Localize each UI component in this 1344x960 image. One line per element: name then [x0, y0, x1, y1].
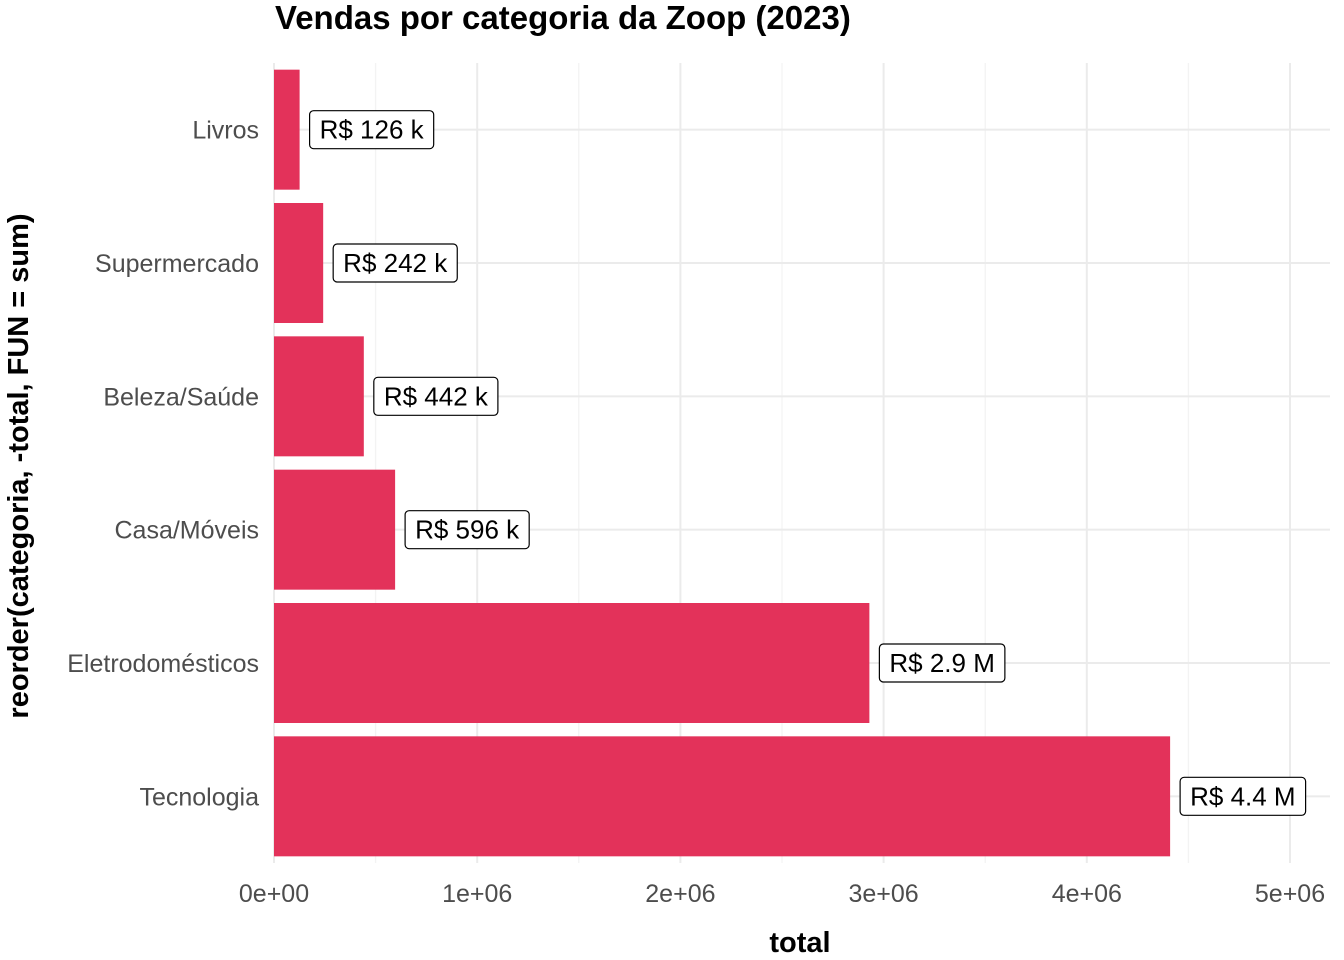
y-tick-label: Supermercado — [95, 250, 259, 278]
x-tick-label: 5e+06 — [1255, 880, 1325, 908]
x-tick-label: 0e+00 — [239, 880, 309, 908]
data-label: R$ 2.9 M — [878, 643, 1006, 683]
data-label: R$ 242 k — [332, 243, 458, 283]
data-label-box — [1179, 776, 1307, 816]
data-label-box — [878, 643, 1006, 683]
bar — [274, 336, 364, 457]
y-tick-label: Beleza/Saúde — [103, 383, 259, 411]
data-label-text: R$ 2.9 M — [889, 648, 995, 678]
x-axis-tick-labels: 0e+00 1e+06 2e+06 3e+06 4e+06 5e+06 — [239, 880, 1325, 908]
y-axis-title: reorder(categoria, -total, FUN = sum) — [3, 213, 35, 718]
chart-title: Vendas por categoria da Zoop (2023) — [275, 0, 851, 36]
y-axis-tick-labels: Livros Supermercado Beleza/Saúde Casa/Móvei… — [67, 117, 259, 812]
data-label-box — [373, 376, 499, 416]
bar — [274, 69, 300, 190]
y-tick-label: Casa/Móveis — [115, 517, 260, 545]
x-tick-label: 2e+06 — [645, 880, 715, 908]
data-label-box — [332, 243, 458, 283]
data-label: R$ 596 k — [404, 510, 530, 550]
bars — [274, 69, 1171, 857]
data-label-text: R$ 442 k — [384, 381, 489, 411]
data-label: R$ 442 k — [373, 376, 499, 416]
bar — [274, 203, 324, 323]
bar — [274, 736, 1171, 857]
data-label: R$ 126 k — [309, 110, 435, 150]
y-tick-label: Tecnologia — [139, 783, 259, 811]
x-tick-label: 4e+06 — [1052, 880, 1122, 908]
data-labels: R$ 126 k R$ 242 k R$ 442 k R$ 596 k R$ 2.9 M… — [309, 110, 1307, 816]
bar — [274, 469, 396, 590]
data-label: R$ 4.4 M — [1179, 776, 1307, 816]
x-tick-label: 1e+06 — [442, 880, 512, 908]
x-tick-label: 3e+06 — [848, 880, 918, 908]
y-tick-label: Livros — [192, 117, 259, 145]
x-axis-title: total — [769, 927, 830, 959]
data-label-text: R$ 596 k — [415, 515, 520, 545]
y-tick-label: Eletrodomésticos — [67, 650, 259, 678]
data-label-box — [309, 110, 435, 150]
data-label-text: R$ 4.4 M — [1190, 781, 1296, 811]
data-label-text: R$ 126 k — [320, 115, 425, 145]
bar — [274, 603, 870, 723]
data-label-text: R$ 242 k — [343, 248, 448, 278]
data-label-box — [404, 510, 530, 550]
